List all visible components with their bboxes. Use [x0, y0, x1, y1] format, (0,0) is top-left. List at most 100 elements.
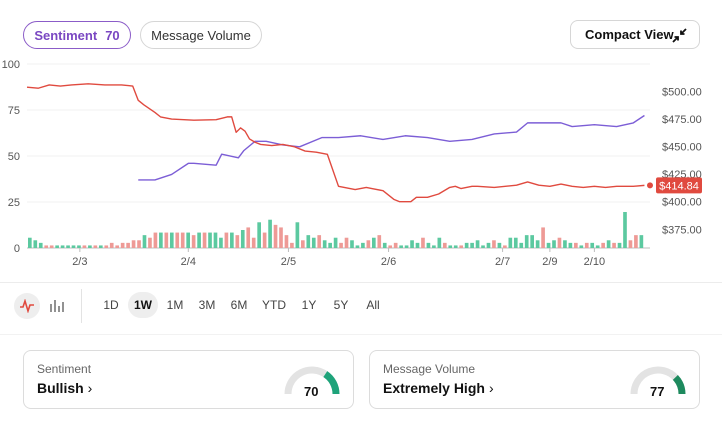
x-axis-tick-label: 2/4 [181, 256, 196, 268]
range-1y[interactable]: 1Y [301, 298, 317, 312]
volume-bar [535, 240, 540, 248]
volume-bar [426, 242, 431, 248]
volume-bar [415, 242, 420, 248]
volume-bar [44, 245, 49, 248]
volume-bar [126, 242, 130, 248]
volume-bar [442, 242, 447, 248]
volume-bar [115, 245, 120, 248]
volume-bar [552, 240, 556, 248]
volume-bar [88, 245, 92, 248]
left-axis-tick: 50 [8, 151, 20, 163]
volume-bar [191, 235, 196, 248]
sentiment-tab[interactable]: Sentiment 70 [23, 21, 131, 49]
volume-bar [344, 237, 349, 248]
volume-bar [628, 240, 633, 248]
volume-bar [612, 242, 616, 248]
volume-bar [606, 240, 611, 248]
volume-bar [66, 245, 70, 248]
right-axis-tick: $475.00 [662, 114, 702, 126]
current-price-badge [656, 177, 702, 194]
compact-view-button[interactable]: Compact View [570, 20, 700, 49]
volume-bar [563, 240, 567, 248]
volume-bar [311, 237, 316, 248]
volume-bar [186, 232, 191, 248]
volume-bar [421, 237, 425, 248]
volume-bar [273, 224, 278, 248]
range-1w[interactable]: 1W [128, 292, 158, 318]
range-ytd[interactable]: YTD [262, 298, 286, 312]
left-axis-tick: 100 [2, 59, 20, 71]
x-axis-tick-label: 2/7 [495, 256, 510, 268]
time-range-selector: 1D 1W 1M 3M 6M YTD 1Y 5Y All [96, 292, 390, 318]
volume-bar [333, 237, 338, 248]
volume-bar [55, 245, 59, 248]
volume-bar [77, 245, 81, 248]
message-volume-card-value: Extremely High › [383, 380, 494, 396]
message-volume-tab[interactable]: Message Volume [140, 21, 262, 49]
volume-bar [377, 235, 382, 248]
gauge-fill [323, 371, 340, 395]
volume-bar [169, 232, 174, 248]
volume-bar [33, 240, 38, 248]
volume-bars-icon[interactable] [44, 293, 70, 319]
volume-bar [180, 232, 185, 248]
right-axis-tick: $375.00 [662, 224, 702, 236]
current-price-label: $414.84 [659, 180, 699, 192]
range-5y[interactable]: 5Y [333, 298, 349, 312]
left-axis-tick: 75 [8, 105, 20, 117]
volume-bar [98, 245, 103, 248]
compact-view-label: Compact View [585, 27, 674, 42]
sentiment-card-value-text: Bullish [37, 380, 84, 396]
volume-bar [574, 242, 578, 248]
gauge-track [284, 366, 329, 395]
volume-bar [197, 232, 201, 248]
volume-bar [432, 245, 436, 248]
volume-bar [230, 232, 234, 248]
volume-bar [634, 235, 638, 248]
volume-bar [159, 232, 163, 248]
volume-bar [164, 232, 169, 248]
sentiment-price-chart: 1007550250$500.00$475.00$450.00$425.00$4… [2, 59, 702, 268]
chevron-right-icon: › [488, 380, 494, 396]
volume-bar [410, 240, 414, 248]
collapse-arrows-icon [672, 28, 687, 46]
volume-bar [513, 237, 518, 248]
x-axis-tick-label: 2/5 [281, 256, 296, 268]
range-6m[interactable]: 6M [230, 298, 248, 312]
left-axis-tick: 0 [14, 243, 20, 255]
volume-bar [235, 235, 240, 248]
volume-bar [213, 232, 218, 248]
volume-bar [131, 240, 136, 248]
volume-bar [175, 232, 180, 248]
volume-bar [519, 242, 524, 248]
volume-bar [453, 245, 458, 248]
volume-bar [617, 242, 622, 248]
volume-bar [148, 237, 152, 248]
volume-bar [459, 245, 464, 248]
message-volume-card[interactable]: Message Volume Extremely High › 77 [369, 350, 700, 409]
volume-bar [475, 240, 480, 248]
volume-bar [486, 242, 491, 248]
volume-bar [339, 242, 343, 248]
volume-bar [208, 232, 212, 248]
message-volume-tab-label: Message Volume [151, 27, 251, 43]
current-price-dot [647, 182, 653, 189]
sentiment-line-icon[interactable] [14, 293, 40, 319]
message-volume-card-label: Message Volume [383, 362, 476, 376]
sentiment-card[interactable]: Sentiment Bullish › 70 [23, 350, 354, 409]
volume-bar [350, 240, 354, 248]
range-1d[interactable]: 1D [103, 298, 119, 312]
right-axis-tick: $400.00 [662, 197, 702, 209]
x-axis-tick-label: 2/10 [584, 256, 605, 268]
volume-bar [546, 242, 551, 248]
volume-bar [322, 240, 327, 248]
message-volume-card-value-text: Extremely High [383, 380, 485, 396]
volume-bar [71, 245, 76, 248]
range-all[interactable]: All [366, 298, 380, 312]
volume-bar [257, 222, 261, 248]
volume-bar [388, 245, 393, 248]
range-1m[interactable]: 1M [166, 298, 184, 312]
volume-bar [317, 235, 322, 248]
range-3m[interactable]: 3M [198, 298, 216, 312]
volume-bar [28, 237, 32, 248]
